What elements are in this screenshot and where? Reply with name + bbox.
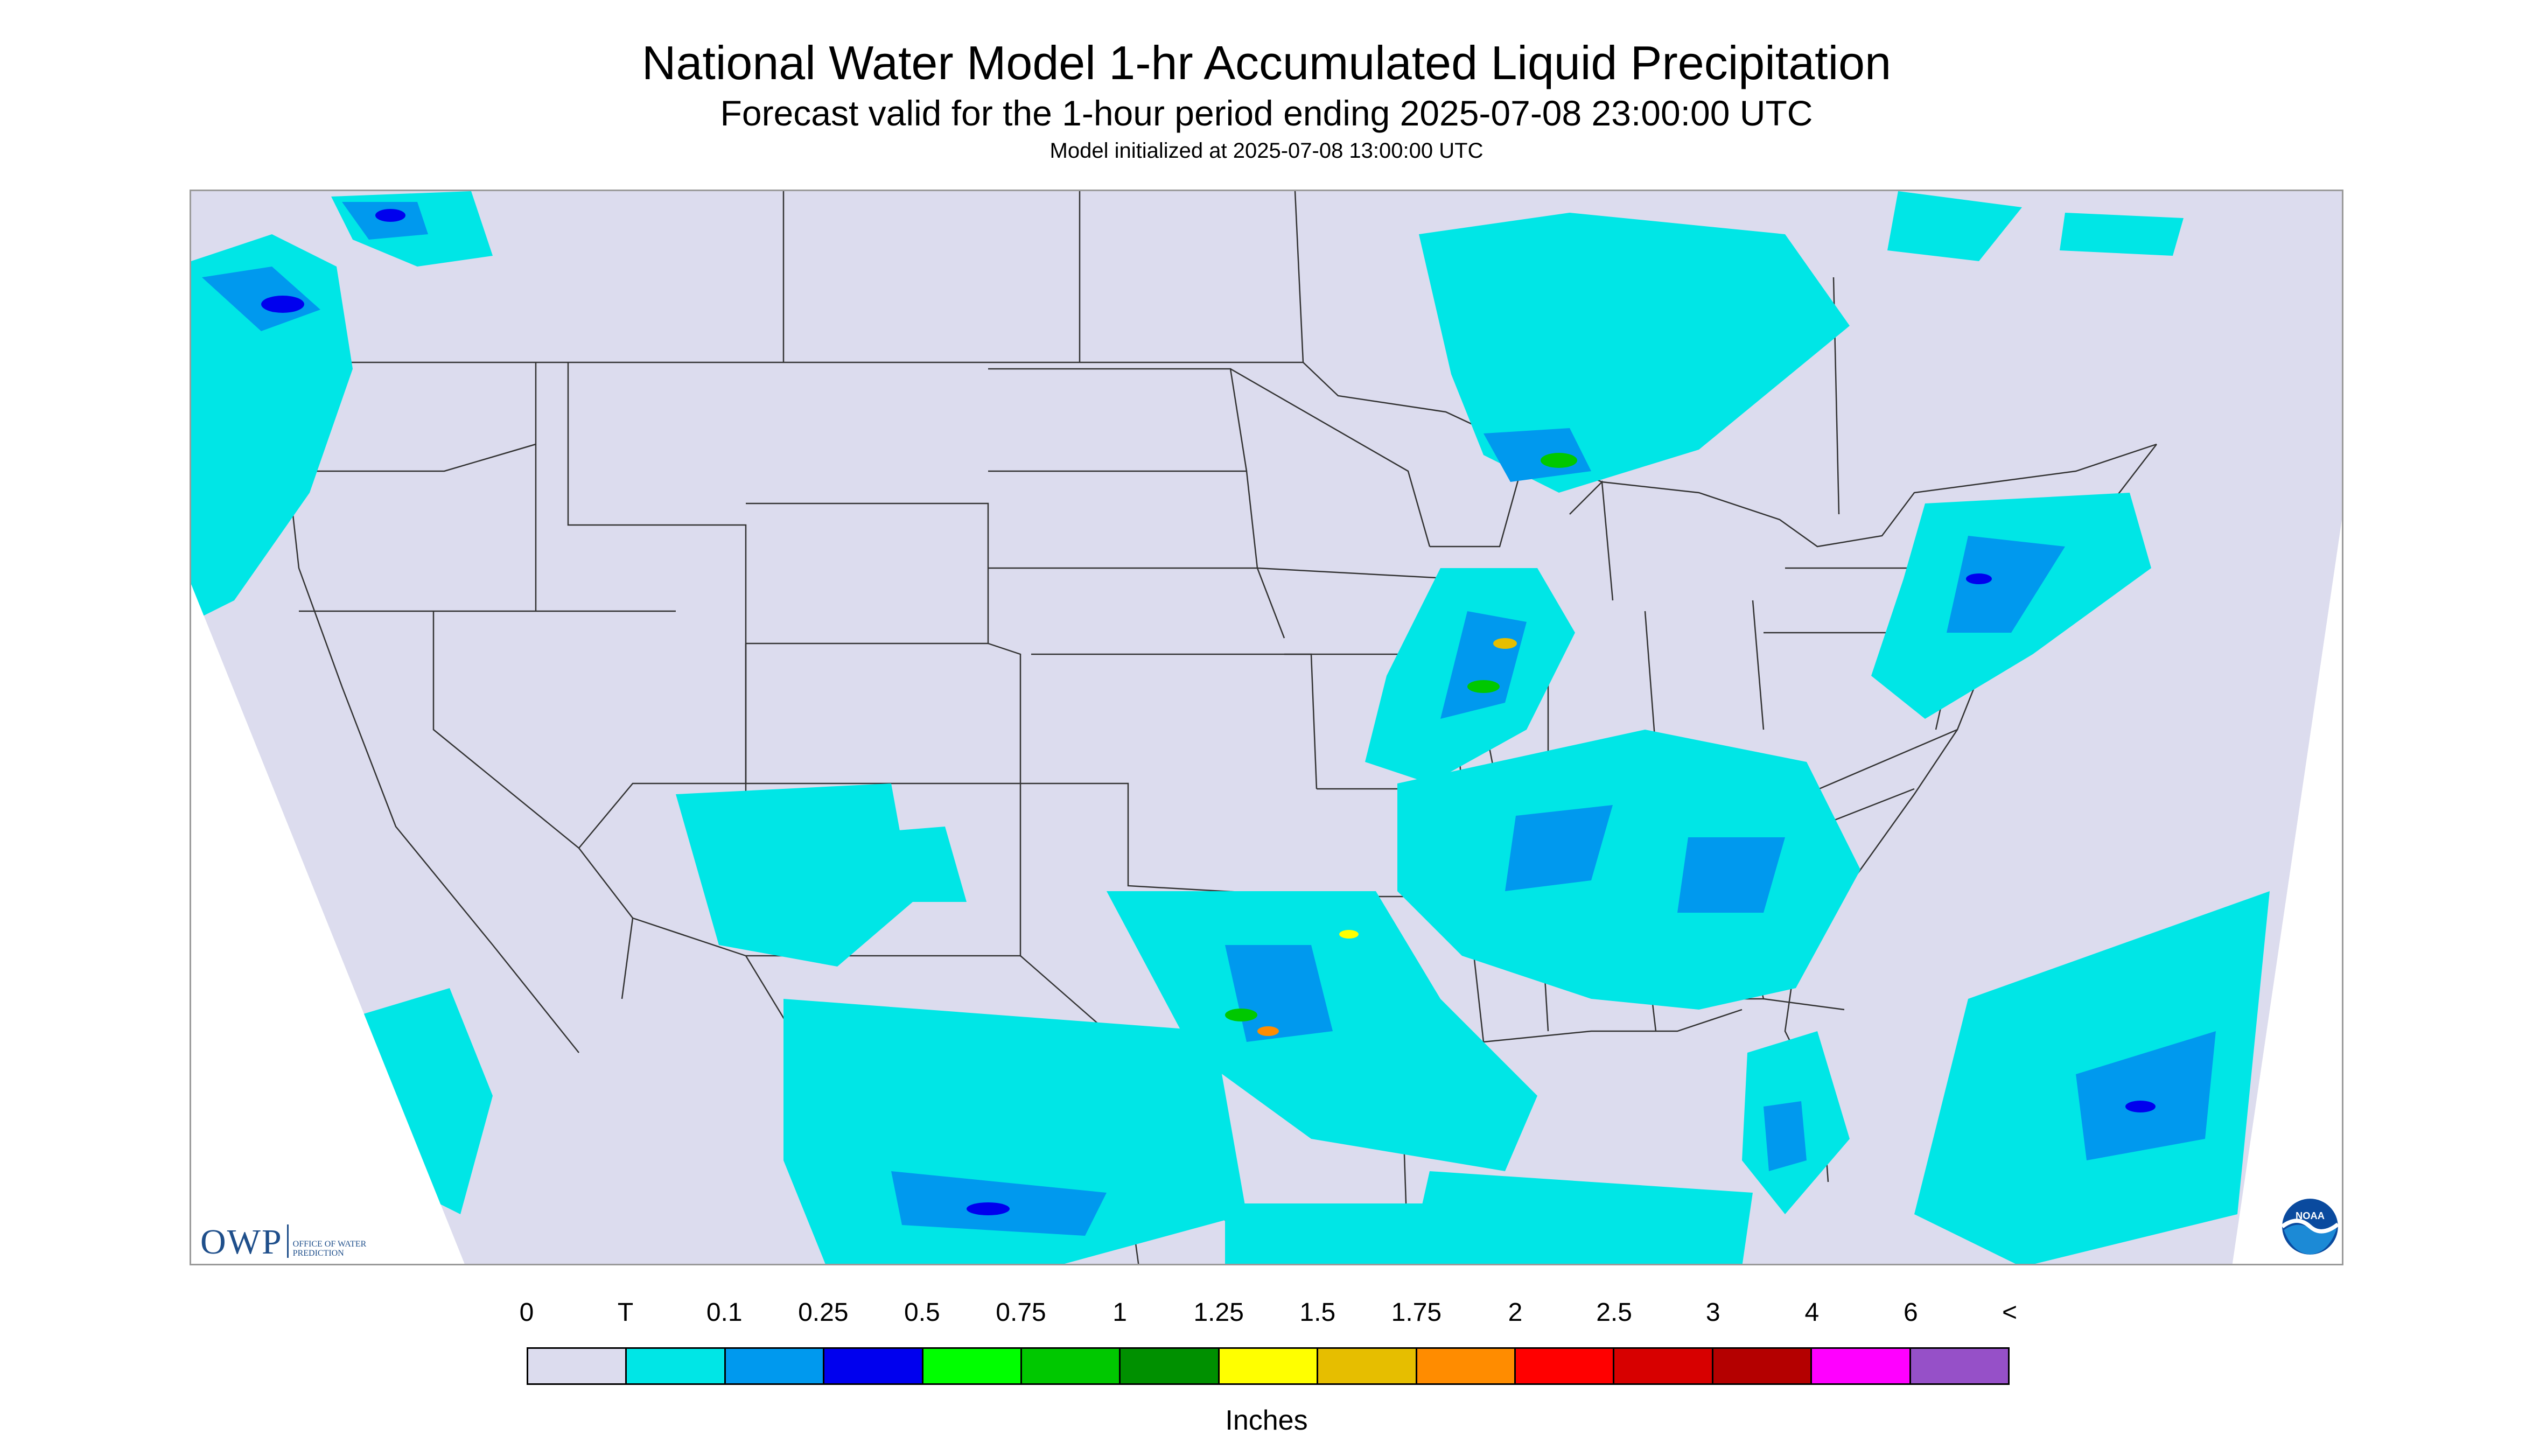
legend-units: Inches <box>1225 1405 1308 1436</box>
owp-logo-name: Office of Water Prediction <box>292 1240 367 1258</box>
legend-tick-label: T <box>617 1298 634 1327</box>
legend-labels: 0 T 0.1 0.25 0.5 0.75 1 1.25 1.5 1.75 2 2.5 3 4 6 < <box>0 1298 2533 1335</box>
legend-swatch <box>1713 1349 1813 1383</box>
projection-mask <box>191 520 2342 1264</box>
owp-logo-divider <box>286 1224 289 1258</box>
legend-tick-label: 2.5 <box>1596 1298 1632 1327</box>
noaa-logo-text: NOAA <box>2296 1210 2325 1221</box>
legend-tick-label: 6 <box>1904 1298 1918 1327</box>
owp-logo-mark: OWP <box>200 1222 283 1262</box>
legend-swatch <box>1318 1349 1417 1383</box>
legend-tick-label: < <box>2002 1298 2018 1327</box>
legend-swatch <box>528 1349 627 1383</box>
chart-subtitle: Forecast valid for the 1-hour period end… <box>720 93 1813 133</box>
legend-swatch <box>627 1349 726 1383</box>
legend-swatch <box>1022 1349 1121 1383</box>
legend-tick-label: 1.25 <box>1193 1298 1244 1327</box>
legend-tick-label: 1.75 <box>1391 1298 1442 1327</box>
legend-swatch <box>1614 1349 1713 1383</box>
legend-tick-label: 0.1 <box>706 1298 743 1327</box>
chart-title: National Water Model 1-hr Accumulated Li… <box>641 36 1892 89</box>
legend-swatch <box>1417 1349 1516 1383</box>
legend-tick-label: 0 <box>519 1298 534 1327</box>
legend-swatch <box>1121 1349 1220 1383</box>
legend-swatch <box>1219 1349 1319 1383</box>
legend-tick-label: 1 <box>1112 1298 1127 1327</box>
noaa-logo-icon: NOAA <box>2281 1199 2339 1255</box>
legend-tick-label: 0.5 <box>904 1298 940 1327</box>
legend-swatch <box>1911 1349 2009 1383</box>
legend-swatch <box>1812 1349 1911 1383</box>
legend-tick-label: 4 <box>1804 1298 1820 1327</box>
precipitation-cells <box>191 191 2270 1264</box>
legend-swatch <box>1516 1349 1615 1383</box>
legend-tick-label: 2 <box>1508 1298 1523 1327</box>
legend-swatch <box>824 1349 923 1383</box>
legend-swatch <box>923 1349 1023 1383</box>
map-domain <box>191 191 2342 1264</box>
model-init-text: Model initialized at 2025-07-08 13:00:00… <box>1049 139 1484 163</box>
precipitation-map <box>190 190 2343 1265</box>
owp-logo: OWP Office of Water Prediction <box>200 1222 374 1260</box>
legend-tick-label: 1.5 <box>1299 1298 1336 1327</box>
legend-swatch <box>725 1349 825 1383</box>
legend-tick-label: 3 <box>1705 1298 1720 1327</box>
legend-tick-label: 0.25 <box>798 1298 849 1327</box>
legend-colorbar <box>527 1347 2010 1385</box>
legend-tick-label: 0.75 <box>996 1298 1046 1327</box>
